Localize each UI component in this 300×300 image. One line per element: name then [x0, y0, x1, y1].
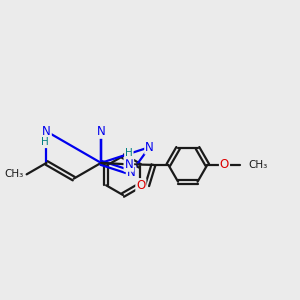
Text: CH₃: CH₃ — [248, 160, 268, 170]
Text: CH₃: CH₃ — [4, 169, 24, 179]
Text: O: O — [220, 158, 229, 171]
Text: H: H — [125, 148, 133, 158]
Text: H: H — [41, 137, 49, 147]
Text: N: N — [42, 125, 51, 138]
Text: N: N — [97, 125, 105, 138]
Text: N: N — [127, 166, 135, 179]
Text: O: O — [136, 179, 146, 192]
Text: N: N — [145, 141, 154, 154]
Text: N: N — [124, 158, 133, 171]
